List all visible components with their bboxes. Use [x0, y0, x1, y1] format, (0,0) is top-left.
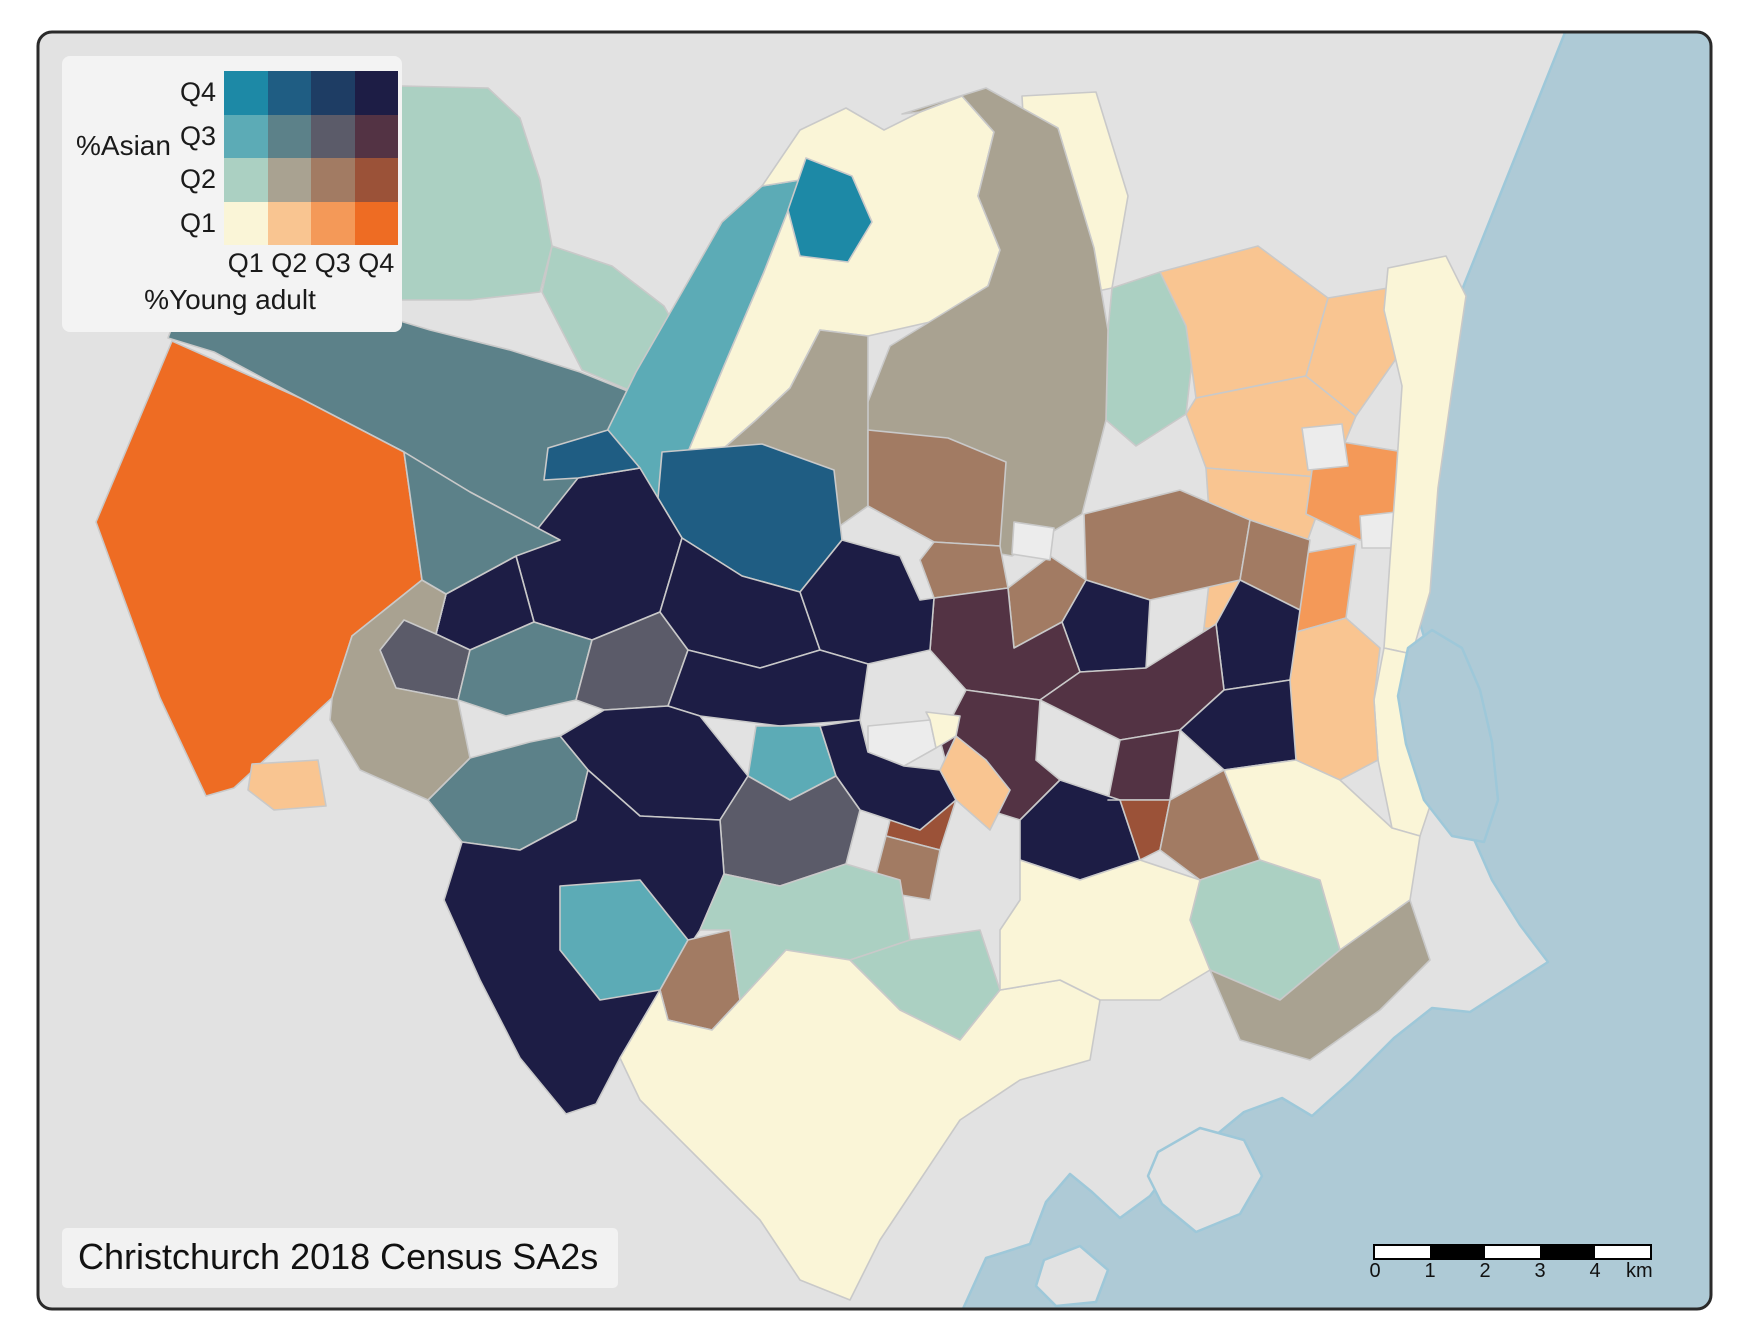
legend-color-cell — [267, 158, 311, 202]
scale-bar-segment — [1540, 1246, 1595, 1258]
scale-bar: 0 1 2 3 4 km — [1369, 1244, 1653, 1290]
sa2-region — [247, 759, 327, 811]
sa2-region — [1305, 287, 1399, 417]
legend-row-labels: Q4 Q3 Q2 Q1 — [150, 71, 216, 245]
sa2-region — [1209, 899, 1431, 1061]
scale-bar-segment — [1375, 1246, 1430, 1258]
island — [1034, 1244, 1110, 1308]
scale-bar-tick-label: 3 — [1534, 1260, 1546, 1282]
legend-color-cell — [354, 114, 398, 158]
legend-color-cell — [267, 71, 311, 115]
scale-bar-segment — [1485, 1246, 1540, 1258]
sa2-region — [799, 539, 935, 665]
sa2-region — [1011, 521, 1055, 561]
legend-color-cell — [311, 71, 355, 115]
sa2-region — [925, 711, 961, 749]
scale-bar-segments — [1373, 1244, 1652, 1260]
scale-bar-tick-label: 4 — [1589, 1260, 1601, 1282]
sa2-region — [1107, 799, 1171, 861]
legend-color-cell — [224, 114, 268, 158]
sa2-region — [819, 719, 957, 831]
legend-color-grid — [224, 71, 398, 245]
scale-bar-segment — [1430, 1246, 1485, 1258]
legend-color-cell — [224, 201, 268, 245]
legend-col-labels: Q1 Q2 Q3 Q4 — [224, 248, 398, 279]
estuary-water — [1396, 628, 1500, 844]
sa2-region — [403, 451, 561, 595]
legend-color-cell — [267, 201, 311, 245]
scale-bar-unit: km — [1626, 1260, 1653, 1282]
map-title-box: Christchurch 2018 Census SA2s — [62, 1228, 619, 1288]
legend-row-label: Q4 — [179, 77, 216, 108]
map-title: Christchurch 2018 Census SA2s — [78, 1236, 599, 1277]
sa2-region — [1301, 423, 1349, 471]
legend-color-cell — [354, 158, 398, 202]
sa2-region — [867, 719, 937, 767]
sa2-region — [939, 735, 1011, 831]
legend-color-cell — [267, 114, 311, 158]
map-frame — [36, 30, 1713, 1311]
scale-bar-tick-label: 1 — [1424, 1260, 1436, 1282]
legend-y-axis-label: %Asian — [76, 130, 171, 161]
legend-x-axis-label: %Young adult — [144, 284, 316, 315]
sa2-region — [787, 157, 873, 263]
scale-bar-tick-label: 2 — [1479, 1260, 1491, 1282]
legend-color-cell — [224, 158, 268, 202]
scale-bar-segment — [1595, 1246, 1650, 1258]
legend-row-label: Q2 — [179, 164, 216, 195]
legend-row-label: Q3 — [179, 120, 216, 151]
island — [1146, 1126, 1264, 1234]
legend-col-label: Q3 — [314, 248, 351, 278]
bivariate-legend: %Asian Q4 Q3 Q2 Q1 Q1 Q2 Q3 Q4 %Young adult — [62, 56, 402, 332]
scale-bar-tick-label: 0 — [1369, 1260, 1381, 1282]
legend-color-cell — [354, 71, 398, 115]
legend-col-label: Q4 — [358, 248, 395, 278]
legend-row-label: Q1 — [179, 207, 216, 238]
legend-color-cell — [354, 201, 398, 245]
legend-color-cell — [224, 71, 268, 115]
legend-color-cell — [311, 114, 355, 158]
legend-color-cell — [311, 201, 355, 245]
legend-col-label: Q2 — [271, 248, 308, 278]
legend-col-label: Q1 — [227, 248, 264, 278]
sa2-region — [543, 429, 641, 481]
legend-color-cell — [311, 158, 355, 202]
sa2-region — [999, 859, 1211, 1001]
